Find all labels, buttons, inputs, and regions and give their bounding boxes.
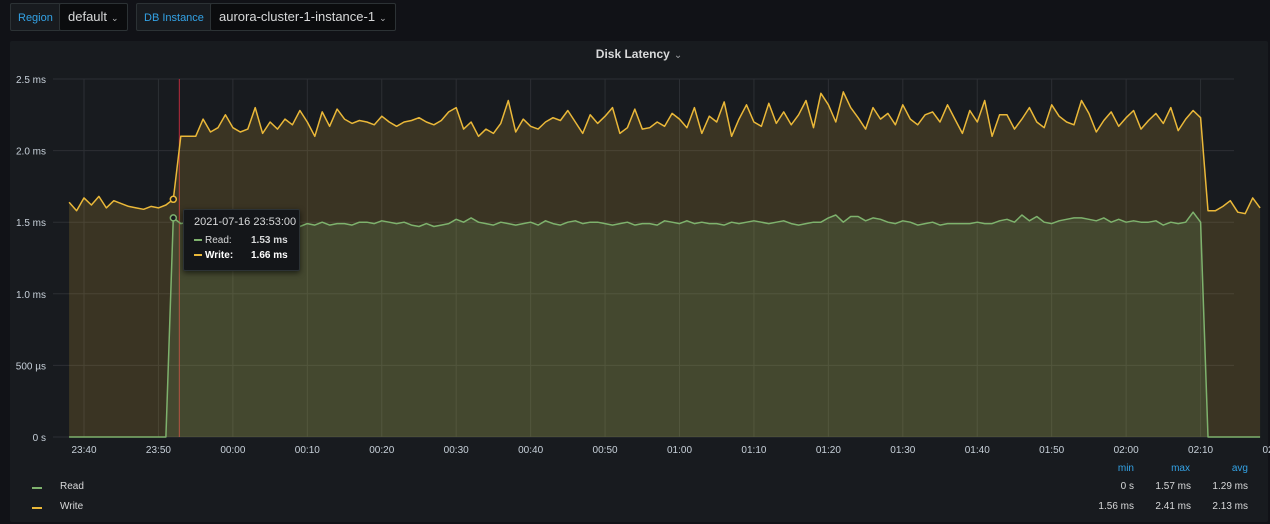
y-tick-label: 2.0 ms [16,147,46,158]
x-tick-label: 01:50 [1039,445,1064,456]
write-hover-marker [169,195,178,204]
legend-read-max: 1.57 ms [1155,481,1191,492]
write-series-area [69,91,1261,438]
tooltip-write-row: Write: 1.66 ms [194,250,288,261]
y-tick-label: 500 µs [16,361,46,372]
x-tick-label: 02:10 [1188,445,1213,456]
region-variable-label: Region [10,3,61,31]
tooltip-read-label: Read: [205,235,232,246]
y-tick-label: 1.0 ms [16,290,46,301]
legend-row-read[interactable]: Read 0 s 1.57 ms 1.29 ms [12,478,1270,498]
x-tick-label: 01:40 [965,445,990,456]
write-swatch [194,254,202,257]
chevron-down-icon: ⌄ [673,50,683,61]
x-tick-label: 01:10 [741,445,766,456]
x-tick-label: 02:00 [1114,445,1139,456]
read-hover-marker [169,214,178,222]
chart-grid [53,78,1234,438]
tooltip-read-row: Read: 1.53 ms [194,235,288,246]
chart-areas [69,91,1261,438]
tooltip-read-value: 1.53 ms [251,235,288,246]
x-tick-label: 01:30 [890,445,915,456]
variables-bar: Region default ⌄ DB Instance aurora-clust… [0,0,1270,36]
x-tick-label: 01:20 [816,445,841,456]
chevron-down-icon: ⌄ [379,13,387,23]
x-tick-label: 23:40 [71,445,96,456]
panel-title-text: Disk Latency [595,47,670,61]
instance-select[interactable]: aurora-cluster-1-instance-1 ⌄ [210,3,396,31]
panel-title[interactable]: Disk Latency ⌄ [10,41,1268,67]
x-tick-label: 00:20 [369,445,394,456]
chart-markers [169,195,178,222]
x-tick-label: 00:10 [295,445,320,456]
legend-read-min: 0 s [1120,481,1134,492]
legend-header-avg[interactable]: avg [1231,463,1248,474]
x-tick-label: 01:00 [667,445,692,456]
y-tick-label: 1.5 ms [16,218,46,229]
chevron-down-icon: ⌄ [111,13,119,23]
tooltip-time: 2021-07-16 23:53:00 [194,216,297,228]
y-tick-label: 0 s [33,433,46,444]
legend-row-write[interactable]: Write 1.56 ms 2.41 ms 2.13 ms [12,498,1270,518]
y-axis-labels: 0 s 500 µs 1.0 ms 1.5 ms 2.0 ms 2.5 ms [16,75,46,444]
legend-read-avg: 1.29 ms [1212,481,1248,492]
x-tick-label: 00:30 [444,445,469,456]
x-tick-label: 00:40 [518,445,543,456]
read-swatch [194,239,202,242]
x-tick-label: 00:00 [220,445,245,456]
region-select-value: default [68,9,108,24]
y-tick-label: 2.5 ms [16,75,46,86]
legend-write-swatch [32,507,42,509]
write-series-line [68,91,1261,215]
legend-write-max: 2.41 ms [1155,501,1191,512]
region-select[interactable]: default ⌄ [59,3,128,31]
instance-variable-label: DB Instance [136,3,212,31]
legend-write-min: 1.56 ms [1098,501,1134,512]
tooltip-write-label: Write: [205,250,234,261]
x-axis-labels: 23:40 23:50 00:00 00:10 00:20 00:30 00:40 00:50… [71,445,1270,456]
tooltip-write-value: 1.66 ms [251,250,288,261]
instance-select-value: aurora-cluster-1-instance-1 [219,9,376,24]
x-tick-label: 00:50 [593,445,618,456]
legend-read-name[interactable]: Read [60,481,84,492]
legend-read-swatch [32,487,42,489]
x-tick-label: 23:50 [146,445,171,456]
hover-tooltip: 2021-07-16 23:53:00 Read: 1.53 ms Write: 1… [183,209,300,271]
legend-write-avg: 2.13 ms [1212,501,1248,512]
x-tick-label: 02:20 [1262,445,1270,456]
legend-header-min[interactable]: min [1117,463,1134,474]
legend-header-max[interactable]: max [1171,463,1190,474]
legend-write-name[interactable]: Write [60,501,84,512]
read-series-area [69,212,1261,437]
